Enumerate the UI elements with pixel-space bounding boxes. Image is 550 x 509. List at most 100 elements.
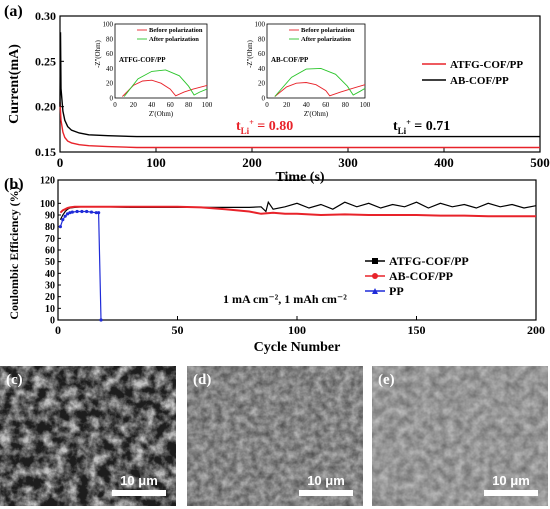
- data-point-pp: [68, 211, 72, 215]
- data-point-pp: [94, 211, 98, 215]
- chart-b: (b)0 50 100 150 2000102030405060708090100120…: [4, 176, 545, 356]
- legend-label-a-1: AB-COF/PP: [450, 75, 509, 87]
- y-tick-label-a: 0.15: [35, 145, 56, 159]
- scale-line-d: [299, 490, 353, 496]
- series-line-a-1: [59, 32, 540, 138]
- scale-label-d: 10 μm: [307, 473, 345, 488]
- inset-legend-label: After polarization: [149, 36, 199, 43]
- x-tick-label-a: 200: [242, 155, 262, 170]
- y-tick-label-b: 0: [50, 316, 55, 327]
- inset-x-tick-label: 100: [360, 101, 371, 109]
- y-tick-label-b: 90: [45, 211, 55, 222]
- x-tick-label-b: 50: [172, 323, 184, 337]
- scale-bar-e: 10 μm: [484, 473, 538, 496]
- y-tick-label-b: 80: [45, 222, 55, 233]
- inset-y-tick-label: 0: [110, 95, 114, 103]
- inset-x-tick-label: 20: [130, 101, 138, 109]
- inset-x-tick-label: 80: [342, 101, 350, 109]
- inset-title: ATFG-COF/PP: [119, 56, 166, 64]
- panel-label-e: (e): [378, 372, 395, 388]
- x-tick-label-b: 150: [408, 323, 426, 337]
- inset-legend-label: Before polarization: [301, 27, 355, 34]
- t-number-atfg: tLi+ = 0.80: [236, 118, 293, 136]
- inset-series-0-1: [123, 69, 208, 97]
- inset-y-tick-label: 60: [258, 50, 266, 58]
- inset-y-tick-label: 80: [258, 35, 266, 43]
- y-tick-label-a: 0.20: [35, 100, 56, 114]
- series-line-b-1: [59, 205, 536, 218]
- inset-x-tick-label: 40: [303, 101, 311, 109]
- data-point-pp: [85, 209, 89, 214]
- inset-y-label: -Z''(Ohm): [246, 39, 254, 67]
- legend-label-b-1: AB-COF/PP: [389, 269, 453, 283]
- inset-x-tick-label: 60: [322, 101, 330, 109]
- inset-x-tick-label: 20: [283, 101, 291, 109]
- inset-series-0-0: [122, 79, 208, 97]
- inset-y-tick-label: 60: [106, 50, 114, 58]
- chart-a: (a)0 100 200 300 400 5000.150.200.250.30Time …: [4, 3, 550, 185]
- x-axis-label-a: Time (s): [275, 170, 324, 185]
- y-tick-label-a: 0.30: [35, 9, 56, 23]
- inset-title: AB-COF/PP: [271, 56, 309, 64]
- inset-legend-label: Before polarization: [149, 27, 203, 34]
- inset-x-label: Z'(Ohm): [304, 110, 329, 118]
- legend-marker-b-0: [372, 258, 378, 264]
- x-tick-label-a: 500: [530, 155, 550, 170]
- sem-image-e: (e) 10 μm: [372, 366, 548, 506]
- x-tick-label-b: 200: [527, 323, 545, 337]
- inset-legend-label: After polarization: [301, 36, 351, 43]
- scale-bar-c: 10 μm: [112, 473, 166, 496]
- inset-y-tick-label: 40: [258, 65, 266, 73]
- x-axis-label-b: Cycle Number: [254, 340, 341, 355]
- sem-texture-d: [187, 366, 363, 506]
- data-point-pp: [75, 209, 79, 214]
- x-tick-label-b: 0: [55, 323, 61, 337]
- t-number-ab: tLi+ = 0.71: [393, 118, 450, 136]
- sem-image-d: (d) 10 μm: [187, 366, 363, 506]
- data-point-pp: [58, 225, 62, 229]
- y-tick-label-b: 120: [40, 176, 55, 187]
- panel-label-b: (b): [4, 176, 24, 193]
- y-tick-label-b: 20: [45, 292, 55, 303]
- x-tick-label-a: 300: [338, 155, 358, 170]
- inset-y-tick-label: 20: [258, 80, 266, 88]
- scale-label-c: 10 μm: [120, 473, 158, 488]
- y-axis-label-b: Coulombic Efficiency (%): [7, 186, 21, 319]
- data-point-pp: [89, 210, 94, 214]
- inset-x-tick-label: 40: [148, 101, 156, 109]
- inset-y-tick-label: 40: [106, 65, 114, 73]
- panel-label-d: (d): [193, 372, 212, 388]
- data-point-pp: [80, 209, 84, 214]
- x-tick-label-b: 100: [288, 323, 306, 337]
- legend-label-b-0: ATFG-COF/PP: [389, 254, 469, 268]
- inset-x-tick-label: 100: [202, 101, 213, 109]
- x-tick-label-a: 0: [57, 155, 64, 170]
- inset-x-tick-label: 60: [167, 101, 175, 109]
- inset-series-1-1: [274, 67, 366, 97]
- y-axis-label-a: Current(mA): [7, 44, 22, 124]
- panel-label-c: (c): [6, 372, 23, 388]
- data-point-pp: [61, 218, 65, 222]
- data-point-pp: [65, 212, 70, 216]
- legend-marker-b-2: [372, 288, 378, 294]
- inset-y-tick-label: 20: [106, 80, 114, 88]
- series-line-b-0: [59, 200, 537, 220]
- inset-frame-0: [114, 23, 208, 99]
- scale-label-e: 10 μm: [492, 473, 530, 488]
- inset-x-label: Z'(Ohm): [149, 110, 174, 118]
- inset-series-1-0: [274, 82, 366, 97]
- inset-x-tick-label: 80: [185, 101, 193, 109]
- data-point-pp: [99, 318, 103, 322]
- y-tick-label-b: 70: [45, 234, 55, 245]
- x-tick-label-a: 100: [146, 155, 166, 170]
- y-tick-label-a: 0.25: [35, 54, 56, 68]
- sem-image-c: (c) 10 μm: [0, 366, 176, 506]
- y-tick-label-b: 50: [45, 257, 55, 268]
- scale-line-e: [484, 490, 538, 496]
- y-tick-label-b: 30: [45, 281, 55, 292]
- scale-line-c: [112, 490, 166, 496]
- y-tick-label-b: 10: [45, 304, 55, 315]
- legend-marker-b-1: [372, 273, 378, 279]
- data-point-pp: [70, 210, 74, 214]
- inset-frame-1: [266, 23, 366, 99]
